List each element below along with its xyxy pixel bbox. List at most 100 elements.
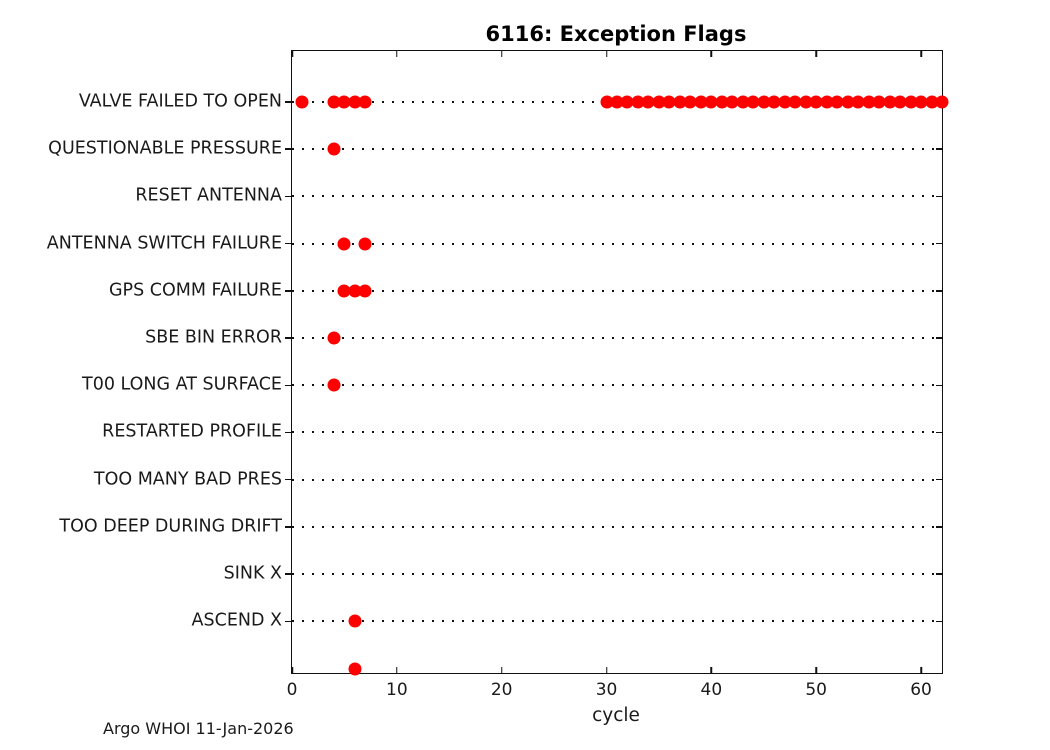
data-point-marker (715, 95, 729, 109)
data-point-marker (327, 142, 341, 156)
row-dotted-line (292, 148, 942, 151)
y-axis-tick-right (936, 526, 942, 528)
data-point-marker (358, 284, 372, 298)
y-axis-tick-right (936, 431, 942, 434)
y-axis-tick (285, 620, 291, 623)
data-point-marker (348, 284, 362, 298)
data-point-marker (358, 237, 372, 251)
y-axis-tick-right (936, 620, 942, 623)
row-dotted-line (292, 573, 942, 576)
x-axis-tick-top (710, 51, 713, 57)
y-axis-tick (285, 384, 291, 386)
data-point-marker (337, 237, 351, 251)
y-axis-tick (285, 573, 291, 575)
row-dotted-line (292, 195, 942, 198)
y-axis-tick (285, 195, 291, 198)
data-point-marker (767, 95, 781, 109)
row-dotted-line (292, 478, 942, 481)
data-point-marker (736, 95, 750, 109)
y-axis-tick (285, 148, 291, 150)
x-tick-label: 60 (910, 680, 932, 700)
x-tick-label: 20 (490, 680, 513, 700)
y-axis-tick-right (936, 337, 942, 339)
y-axis-label: GPS COMM FAILURE (108, 280, 282, 301)
data-point-marker (883, 95, 897, 109)
x-axis-tick-top (500, 51, 503, 57)
data-point-marker (904, 95, 918, 109)
x-tick-label: 40 (700, 680, 723, 700)
y-axis-tick-right (936, 242, 942, 245)
x-axis-tick-top (815, 51, 817, 57)
x-axis-tick-top (920, 51, 922, 57)
data-point-marker (673, 95, 687, 109)
data-point-marker (295, 95, 309, 109)
data-point-marker (914, 95, 928, 109)
y-axis-tick-right (936, 384, 942, 386)
plot-area: VALVE FAILED TO OPEN QUESTIONABLE PRESSUR… (47, 50, 949, 699)
y-axis-label: RESTARTED PROFILE (102, 421, 282, 442)
y-axis-label: SINK X (223, 563, 282, 584)
x-axis-tick-top (291, 51, 293, 57)
x-tick-label: 50 (805, 680, 828, 700)
data-point-marker (778, 95, 792, 109)
data-point-marker (925, 95, 939, 109)
x-axis-tick-top (396, 51, 398, 57)
data-point-marker (841, 95, 855, 109)
row-dotted-line (292, 242, 942, 245)
x-axis-tick (710, 667, 713, 673)
chart-title: 6116: Exception Flags (485, 22, 747, 46)
x-axis-label: cycle (592, 705, 640, 726)
x-tick-label: 0 (286, 680, 298, 700)
data-point-marker (893, 95, 907, 109)
y-axis-label: T00 LONG AT SURFACE (82, 374, 282, 395)
y-axis-label: VALVE FAILED TO OPEN (78, 91, 282, 112)
data-point-marker (935, 95, 949, 109)
data-point-marker (820, 95, 834, 109)
data-point-marker (348, 662, 362, 676)
data-point-marker (704, 95, 718, 109)
data-point-marker (862, 95, 876, 109)
data-point-marker (327, 378, 341, 392)
x-axis-tick (291, 667, 293, 673)
data-point-marker (809, 95, 823, 109)
x-axis-tick (605, 667, 608, 673)
y-axis-label: RESET ANTENNA (135, 185, 282, 206)
data-point-marker (725, 95, 739, 109)
x-axis-tick (815, 667, 817, 673)
data-point-marker (799, 95, 813, 109)
row-dotted-line (292, 620, 942, 623)
data-point-marker (788, 95, 802, 109)
row-dotted-line (292, 289, 942, 292)
data-point-marker (662, 95, 676, 109)
y-axis-label: ASCEND X (191, 610, 282, 631)
data-point-marker (327, 95, 341, 109)
data-point-marker (746, 95, 760, 109)
data-point-marker (327, 331, 341, 345)
data-point-marker (358, 95, 372, 109)
y-axis-tick-right (936, 148, 942, 150)
y-axis-tick (285, 337, 291, 339)
row-dotted-line (292, 525, 942, 528)
data-point-marker (683, 95, 697, 109)
row-dotted-line (292, 337, 942, 340)
data-point-marker (641, 95, 655, 109)
x-axis-tick (920, 667, 922, 673)
y-axis-label: TOO MANY BAD PRES (93, 468, 282, 489)
data-point-marker (872, 95, 886, 109)
y-axis-tick (285, 242, 291, 245)
y-axis-label: ANTENNA SWITCH FAILURE (46, 232, 282, 253)
data-point-marker (610, 95, 624, 109)
y-axis-tick-right (936, 573, 942, 575)
data-point-marker (348, 614, 362, 628)
data-point-marker (337, 95, 351, 109)
y-axis-tick (285, 478, 291, 481)
data-point-marker (830, 95, 844, 109)
y-axis-label: QUESTIONABLE PRESSURE (48, 138, 282, 159)
x-tick-label: 30 (595, 680, 618, 700)
x-axis-tick-top (605, 51, 608, 57)
data-point-marker (631, 95, 645, 109)
x-axis-tick (500, 667, 503, 673)
row-dotted-line (292, 384, 942, 387)
y-axis-tick-right (936, 195, 942, 198)
